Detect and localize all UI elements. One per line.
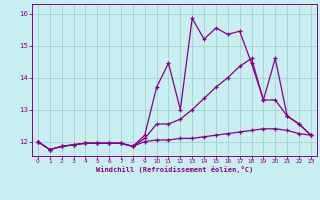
X-axis label: Windchill (Refroidissement éolien,°C): Windchill (Refroidissement éolien,°C) (96, 166, 253, 173)
